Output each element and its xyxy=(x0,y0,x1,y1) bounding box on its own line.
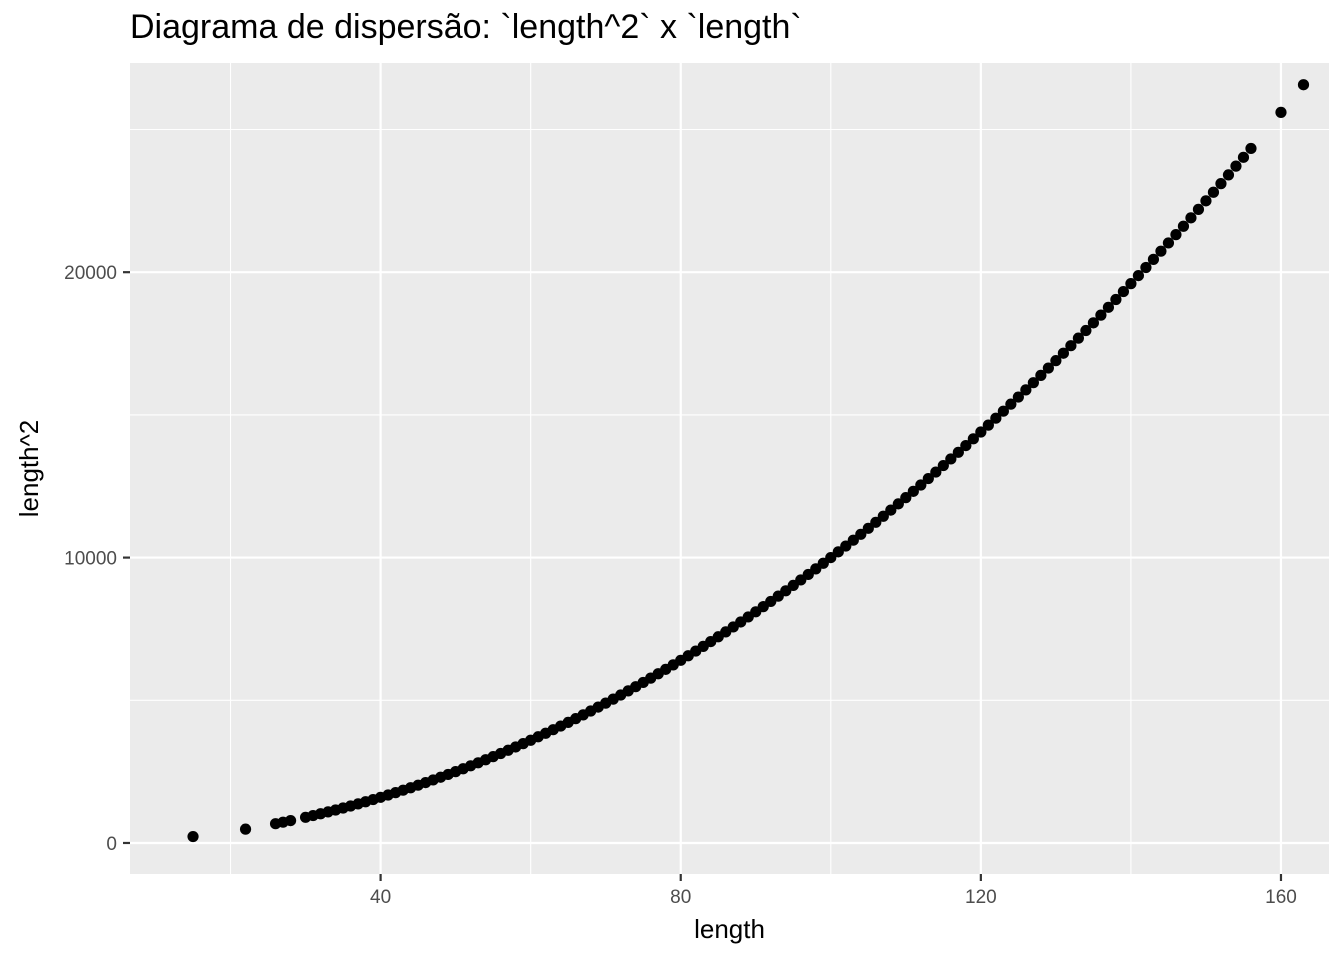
data-point xyxy=(1065,340,1077,352)
data-point xyxy=(1057,347,1069,359)
data-point xyxy=(1192,203,1205,215)
data-point xyxy=(1110,293,1122,306)
data-point xyxy=(1147,253,1160,265)
data-point xyxy=(239,823,252,835)
x-axis-title: length xyxy=(694,914,765,944)
major-gridlines xyxy=(130,63,1329,874)
data-point xyxy=(1185,212,1197,224)
y-axis: 0 10000 20000 xyxy=(64,263,130,855)
x-tick-label: 40 xyxy=(370,887,391,908)
data-point xyxy=(284,815,297,827)
data-point xyxy=(945,453,957,465)
data-point xyxy=(1222,169,1235,181)
data-point xyxy=(900,492,912,504)
data-point xyxy=(1297,79,1310,91)
data-point xyxy=(952,446,964,458)
data-point xyxy=(855,528,867,540)
data-point xyxy=(1140,261,1152,274)
data-point xyxy=(1050,355,1062,367)
y-tick-label: 20000 xyxy=(64,263,117,284)
data-point xyxy=(937,459,949,472)
data-point xyxy=(862,522,874,534)
data-point xyxy=(1072,332,1084,344)
data-point xyxy=(1035,369,1047,381)
data-point xyxy=(1215,178,1227,190)
data-point xyxy=(1230,160,1242,172)
x-tick-label: 80 xyxy=(670,887,691,908)
data-point xyxy=(877,510,889,522)
data-point xyxy=(975,426,987,438)
data-point xyxy=(1162,237,1175,249)
data-point xyxy=(1042,362,1054,374)
chart-title: Diagrama de dispersão: `length^2` x `len… xyxy=(130,8,802,46)
y-tick-label: 0 xyxy=(106,834,117,855)
data-point xyxy=(1245,142,1257,155)
data-point xyxy=(997,405,1009,417)
x-tick-label: 120 xyxy=(965,887,997,908)
data-point xyxy=(187,830,199,843)
data-points xyxy=(187,79,1310,843)
data-point xyxy=(1237,151,1250,163)
data-point xyxy=(990,412,1002,424)
data-point xyxy=(1012,391,1024,403)
data-point xyxy=(907,485,919,497)
data-point xyxy=(870,516,882,528)
x-axis: 40 80 120 160 xyxy=(370,874,1297,908)
y-axis-title: length^2 xyxy=(14,420,44,518)
x-tick-label: 160 xyxy=(1265,887,1297,908)
data-point xyxy=(1207,186,1220,198)
data-point xyxy=(840,540,852,552)
data-point xyxy=(1155,245,1167,257)
data-point xyxy=(1200,195,1212,207)
plot-panel xyxy=(130,63,1329,874)
data-point xyxy=(982,419,994,431)
data-point xyxy=(892,498,904,510)
minor-gridlines xyxy=(130,63,1329,874)
data-point xyxy=(930,466,942,478)
data-point xyxy=(915,479,927,491)
data-point xyxy=(1177,220,1190,232)
data-point xyxy=(1170,229,1182,241)
data-point xyxy=(885,504,897,516)
data-point xyxy=(1020,384,1032,396)
data-point xyxy=(1275,106,1287,118)
data-point xyxy=(1125,278,1137,290)
data-point xyxy=(847,534,859,546)
data-point xyxy=(1080,324,1092,337)
y-tick-label: 10000 xyxy=(64,549,117,570)
data-point xyxy=(1102,301,1115,313)
data-point xyxy=(960,440,972,452)
data-point xyxy=(922,472,934,485)
data-point xyxy=(1005,398,1017,410)
data-point xyxy=(1087,317,1099,329)
data-point xyxy=(1132,269,1145,282)
data-point xyxy=(1095,309,1107,321)
data-point xyxy=(967,433,979,445)
data-point xyxy=(1117,285,1130,298)
data-point xyxy=(1027,377,1039,389)
